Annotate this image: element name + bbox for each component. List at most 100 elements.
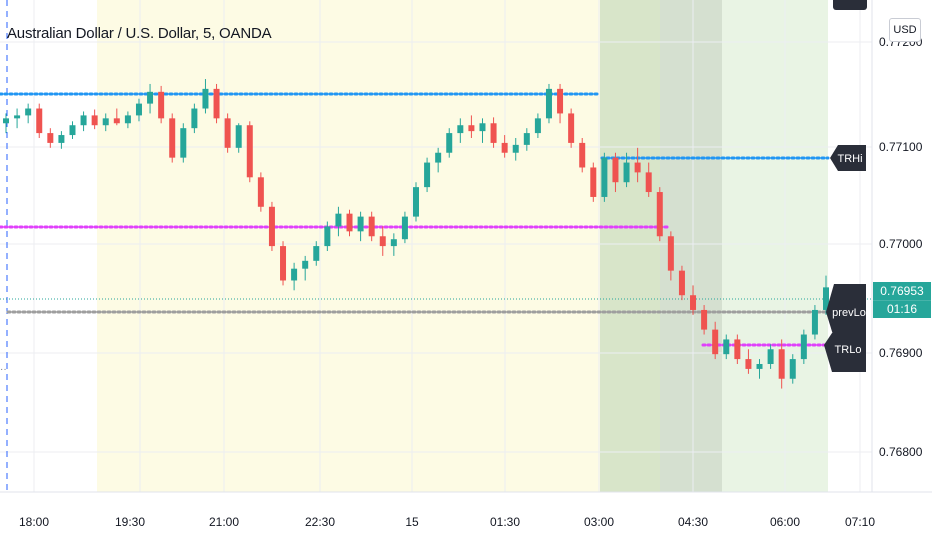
candle-body <box>313 246 320 261</box>
candle-body <box>280 246 287 281</box>
candle-body <box>690 295 697 310</box>
candle-body <box>424 162 431 188</box>
candle-body <box>268 206 275 247</box>
candle-body <box>213 88 220 119</box>
candle-body <box>811 309 818 335</box>
chart-title: Australian Dollar / U.S. Dollar, 5, OAND… <box>7 25 272 42</box>
candle-body <box>446 133 453 153</box>
candle-body <box>789 359 796 379</box>
candle-body <box>202 88 209 109</box>
candle-body <box>291 268 298 281</box>
currency-button[interactable]: USD <box>889 18 921 42</box>
trhi-label: TRHi <box>830 145 866 171</box>
session-bg-asia <box>97 0 600 492</box>
candle-body <box>180 128 187 158</box>
candle-body <box>191 108 198 129</box>
candle-body <box>512 144 519 153</box>
candle-body <box>235 125 242 148</box>
x-tick-4: 15 <box>405 515 419 529</box>
candle-body <box>14 115 21 119</box>
time-axis: 18:00 19:30 21:00 22:30 15 01:30 03:00 0… <box>19 515 875 529</box>
trhi-label-text: TRHi <box>837 153 862 165</box>
candle-body <box>3 118 9 124</box>
candle-body <box>579 142 586 168</box>
candle-body <box>712 329 719 355</box>
candle-body <box>324 226 331 247</box>
candle-body <box>36 108 43 134</box>
candle-body <box>169 118 176 158</box>
candles <box>3 79 829 389</box>
trlo-label-text: TRLo <box>835 344 862 356</box>
candle-body <box>346 213 353 232</box>
candle-body <box>767 349 774 364</box>
candle-body <box>135 103 142 116</box>
candle-body <box>634 162 641 173</box>
candle-body <box>667 236 674 271</box>
y-tick-1: 0.77100 <box>879 140 923 154</box>
candle-body <box>523 133 530 145</box>
candle-body <box>723 339 730 355</box>
session-bg-london <box>722 0 828 492</box>
x-tick-0: 18:00 <box>19 515 49 529</box>
candle-body <box>601 157 608 197</box>
candle-body <box>557 88 564 114</box>
candle-body <box>124 115 131 124</box>
candle-body <box>224 118 231 148</box>
candle-body <box>25 108 32 116</box>
candle-body <box>401 216 408 240</box>
candle-body <box>246 125 253 178</box>
candle-body <box>534 118 541 134</box>
candle-body <box>645 172 652 193</box>
candle-body <box>413 187 419 217</box>
candle-body <box>158 91 165 119</box>
candle-body <box>91 115 98 126</box>
candle-body <box>568 113 575 143</box>
candle-body <box>823 287 829 310</box>
x-tick-1: 19:30 <box>115 515 145 529</box>
candle-body <box>368 216 375 237</box>
candle-body <box>257 177 264 207</box>
candle-body <box>357 216 364 232</box>
candle-body <box>80 115 87 126</box>
candle-body <box>47 133 54 143</box>
candle-body <box>756 364 763 369</box>
top-label-badge <box>833 0 867 10</box>
candle-body <box>800 334 807 360</box>
trlo-label: TRLo <box>824 333 866 372</box>
candle-body <box>678 270 685 296</box>
x-tick-8: 06:00 <box>770 515 800 529</box>
candle-body <box>147 91 154 104</box>
x-tick-3: 22:30 <box>305 515 335 529</box>
x-tick-5: 01:30 <box>490 515 520 529</box>
candle-body <box>102 118 109 126</box>
candle-body <box>113 118 120 124</box>
left-edge-marker: ·· <box>0 364 7 375</box>
candle-body <box>701 309 708 330</box>
candle-body <box>479 123 486 132</box>
countdown-tag: 01:16 <box>873 300 931 318</box>
candle-body <box>590 167 597 197</box>
x-tick-2: 21:00 <box>209 515 239 529</box>
candle-body <box>501 142 508 153</box>
session-bg-london-pre <box>600 0 660 492</box>
x-tick-7: 04:30 <box>678 515 708 529</box>
candle-body <box>612 157 619 183</box>
candle-body <box>390 239 397 247</box>
candle-body <box>379 236 386 247</box>
y-tick-2: 0.77000 <box>879 237 923 251</box>
prevlo-label-text: prevLo <box>832 307 866 319</box>
y-tick-3: 0.76900 <box>879 346 923 360</box>
prevlo-label: prevLo <box>826 284 866 338</box>
y-tick-4: 0.76800 <box>879 445 923 459</box>
candle-body <box>623 162 630 183</box>
candle-body <box>734 339 741 360</box>
x-tick-9: 07:10 <box>845 515 875 529</box>
candle-body <box>656 192 663 237</box>
level-lines <box>0 92 872 347</box>
candle-body <box>745 359 752 369</box>
candle-body <box>457 125 464 134</box>
price-axis: 0.77200 0.77100 0.77000 0.76900 0.76800 <box>879 35 923 459</box>
candle-body <box>335 213 342 227</box>
candle-body <box>58 135 65 143</box>
